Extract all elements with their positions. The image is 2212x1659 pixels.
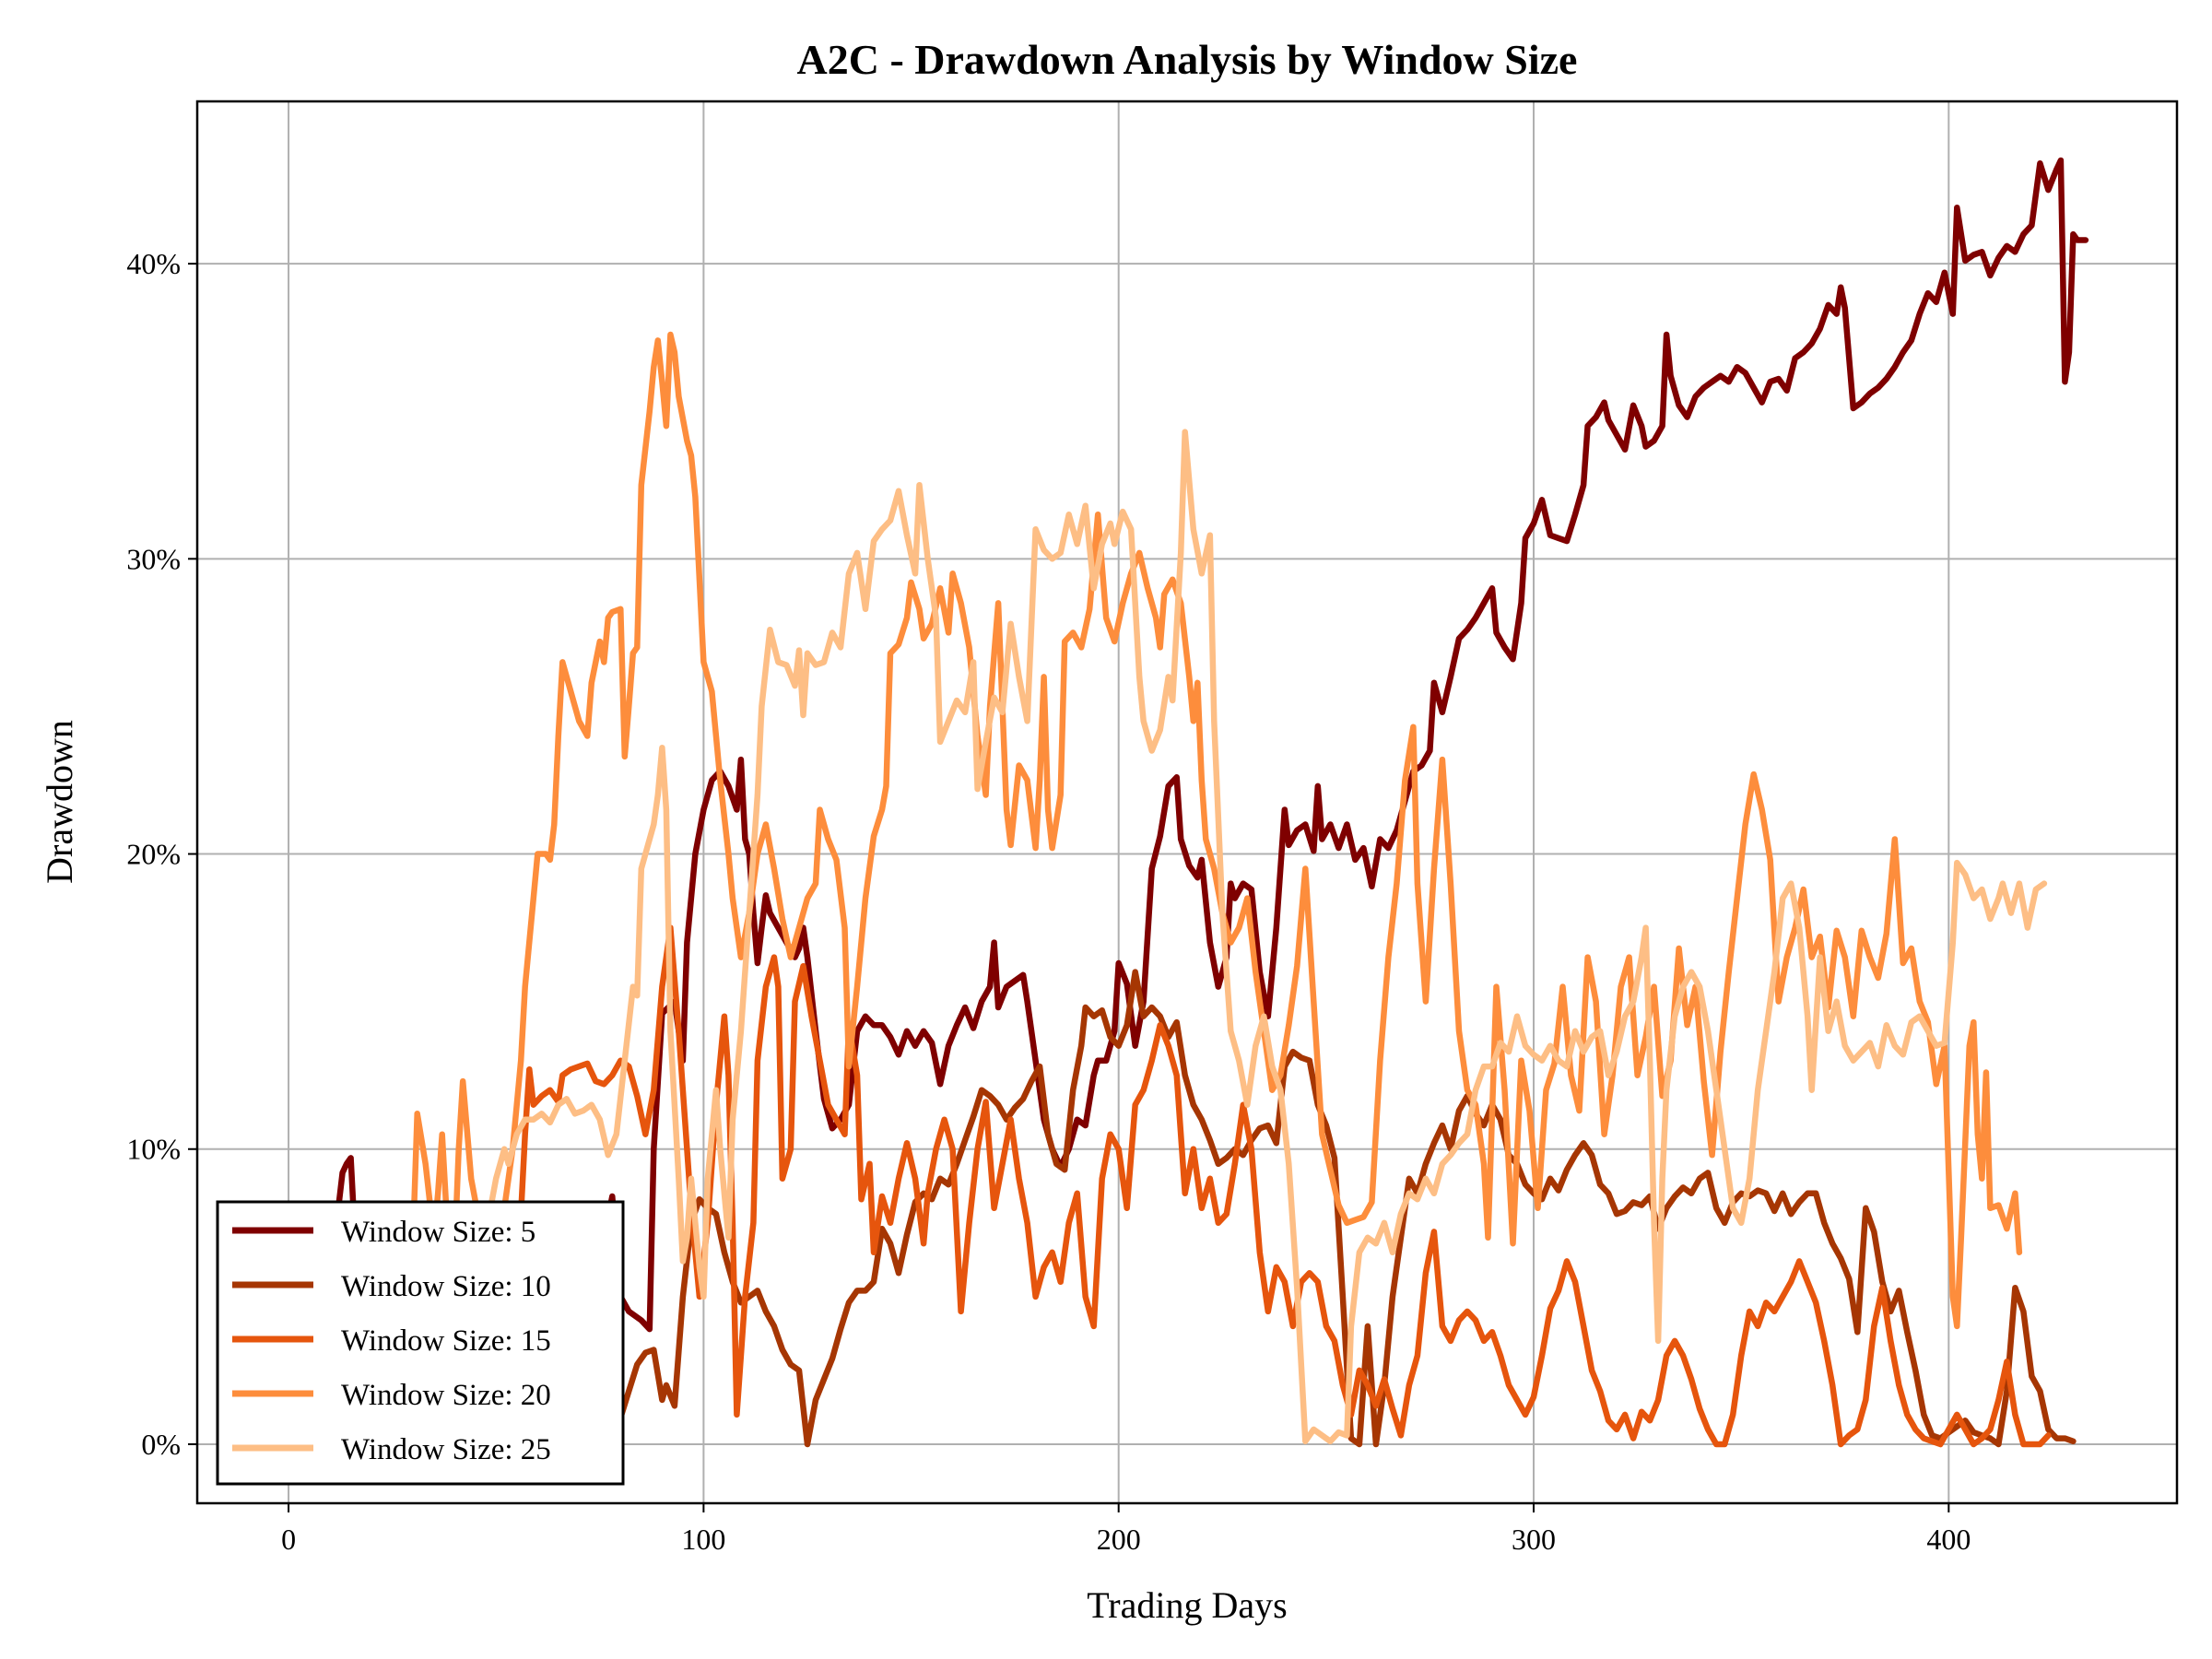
- series-line-5: [484, 429, 2048, 1445]
- legend-label-5: Window Size: 25: [341, 1433, 551, 1466]
- x-tick-label: 0: [281, 1523, 296, 1556]
- legend-label-3: Window Size: 15: [341, 1324, 551, 1358]
- x-tick-label: 300: [1512, 1523, 1556, 1556]
- x-tick-label: 400: [1926, 1523, 1971, 1556]
- series-line-3: [517, 924, 2052, 1448]
- legend-label-1: Window Size: 5: [341, 1216, 535, 1249]
- y-tick-label: 30%: [126, 542, 181, 575]
- legend: Window Size: 5 Window Size: 10 Window Size…: [216, 1200, 625, 1486]
- legend-box: [216, 1200, 625, 1486]
- chart-title: A2C - Drawdown Analysis by Window Size: [797, 36, 1578, 83]
- y-tick-label: 0%: [141, 1428, 181, 1461]
- x-axis-label: Trading Days: [1087, 1584, 1287, 1626]
- x-tick-label: 100: [681, 1523, 725, 1556]
- plot-frame: [195, 100, 2179, 1505]
- y-tick-label: 20%: [126, 838, 181, 871]
- series-line-2: [609, 969, 2077, 1448]
- series-line-4: [409, 331, 2023, 1330]
- legend-items: Window Size: 5 Window Size: 10 Window Size…: [232, 1216, 551, 1466]
- axis-ticks: 0 100 200 300 400 0% 10% 20% 30% 40%: [126, 247, 1971, 1556]
- x-tick-label: 200: [1097, 1523, 1141, 1556]
- legend-label-4: Window Size: 20: [341, 1379, 551, 1412]
- legend-label-2: Window Size: 10: [341, 1270, 551, 1303]
- y-tick-label: 40%: [126, 247, 181, 280]
- series-lines: [285, 157, 2089, 1448]
- y-tick-label: 10%: [126, 1133, 181, 1166]
- y-axis-label: Drawdown: [39, 720, 80, 884]
